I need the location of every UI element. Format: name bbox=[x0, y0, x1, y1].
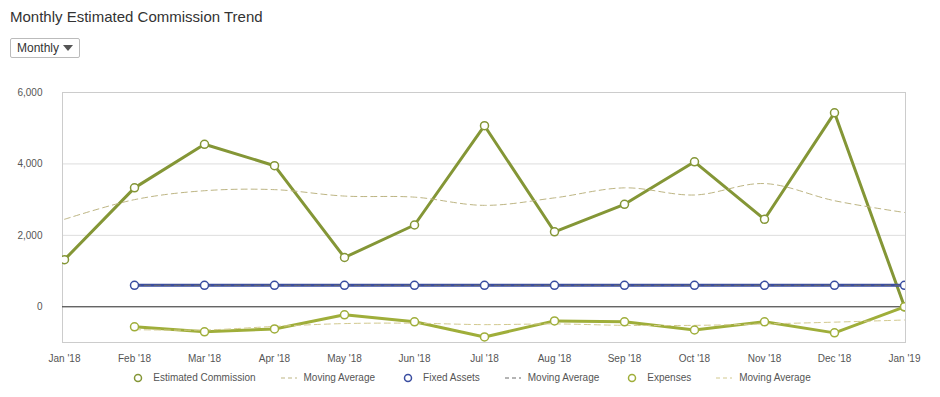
svg-text:Sep '18: Sep '18 bbox=[608, 353, 642, 364]
svg-text:May '18: May '18 bbox=[327, 353, 362, 364]
svg-text:Jan '19: Jan '19 bbox=[889, 353, 921, 364]
html-text:Fixed Assets: Fixed Assets bbox=[423, 372, 480, 383]
svg-text:Oct '18: Oct '18 bbox=[679, 353, 711, 364]
svg-text:Apr '18: Apr '18 bbox=[259, 353, 291, 364]
html-text:Estimated Commission: Estimated Commission bbox=[153, 372, 256, 383]
svg-text:2,000: 2,000 bbox=[17, 230, 42, 241]
html-text:Moving Average: Moving Average bbox=[527, 372, 600, 383]
svg-text:Jan '18: Jan '18 bbox=[49, 353, 81, 364]
svg-text:Dec '18: Dec '18 bbox=[818, 353, 852, 364]
svg-text:Aug '18: Aug '18 bbox=[538, 353, 572, 364]
svg-text:Jun '18: Jun '18 bbox=[399, 353, 431, 364]
svg-text:Mar '18: Mar '18 bbox=[188, 353, 221, 364]
svg-text:Nov '18: Nov '18 bbox=[748, 353, 782, 364]
html-text:Moving Average: Moving Average bbox=[739, 372, 811, 383]
svg-text:4,000: 4,000 bbox=[17, 158, 42, 169]
html-text:Moving Average: Moving Average bbox=[303, 372, 375, 383]
svg-text:Jul '18: Jul '18 bbox=[470, 353, 499, 364]
svg-text:0: 0 bbox=[37, 301, 43, 312]
html-text:Monthly: Monthly bbox=[17, 41, 59, 55]
html-text:Expenses: Expenses bbox=[647, 372, 692, 383]
svg-text:Feb '18: Feb '18 bbox=[118, 353, 151, 364]
html-text:Monthly Estimated Commission T: Monthly Estimated Commission Trend bbox=[10, 8, 263, 25]
svg-text:6,000: 6,000 bbox=[17, 87, 42, 98]
